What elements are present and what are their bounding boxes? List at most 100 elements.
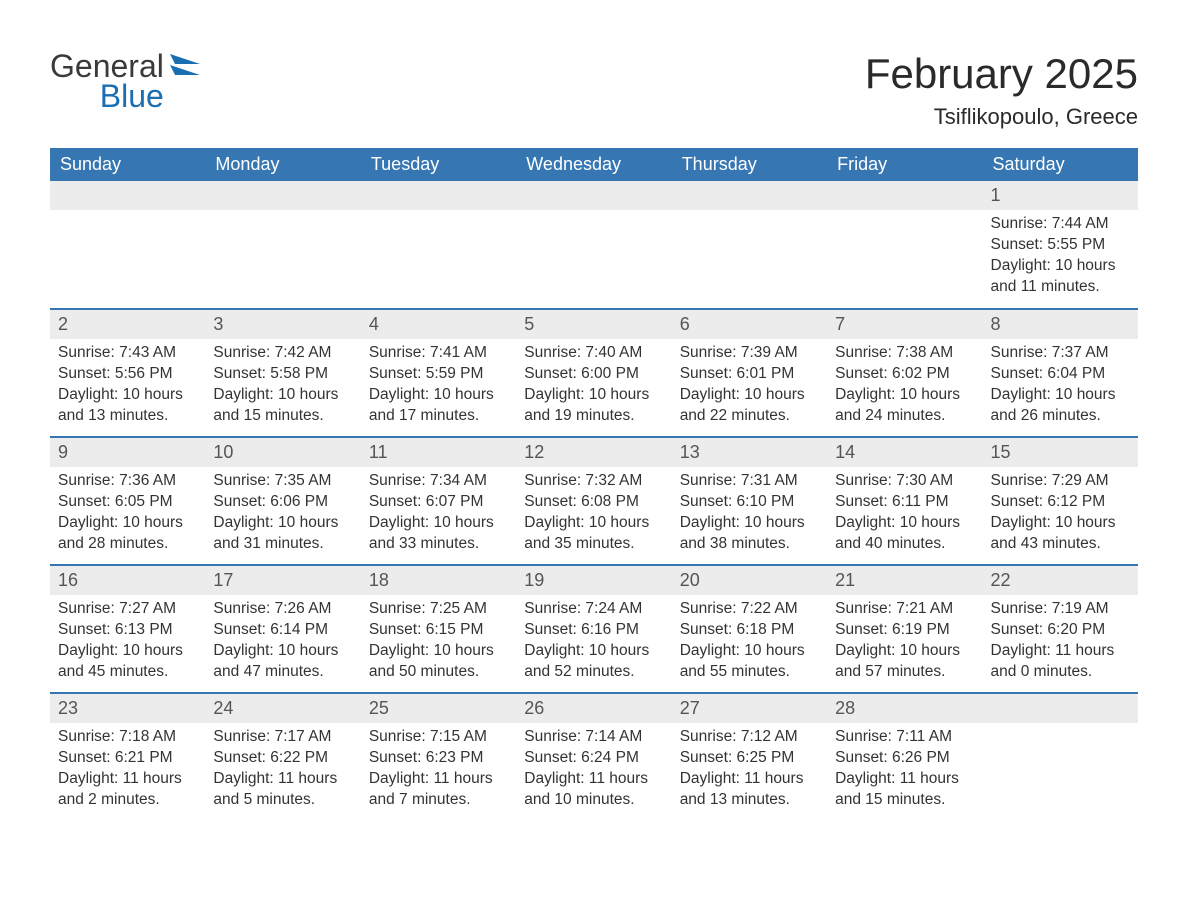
sunrise-line: Sunrise: 7:19 AM (991, 599, 1130, 620)
daylight-line: Daylight: 11 hours and 7 minutes. (369, 769, 508, 811)
day-body: Sunrise: 7:18 AMSunset: 6:21 PMDaylight:… (50, 723, 205, 817)
calendar-cell: 12Sunrise: 7:32 AMSunset: 6:08 PMDayligh… (516, 437, 671, 565)
sunrise-line: Sunrise: 7:21 AM (835, 599, 974, 620)
day-body: Sunrise: 7:42 AMSunset: 5:58 PMDaylight:… (205, 339, 360, 433)
weekday-header: Friday (827, 148, 982, 181)
day-number: 28 (827, 694, 982, 723)
sunrise-line: Sunrise: 7:31 AM (680, 471, 819, 492)
day-number-empty (361, 181, 516, 210)
daylight-line: Daylight: 10 hours and 45 minutes. (58, 641, 197, 683)
title-block: February 2025 Tsiflikopoulo, Greece (865, 50, 1138, 130)
calendar-cell: 10Sunrise: 7:35 AMSunset: 6:06 PMDayligh… (205, 437, 360, 565)
day-number: 25 (361, 694, 516, 723)
sunset-line: Sunset: 5:58 PM (213, 364, 352, 385)
sunset-line: Sunset: 6:13 PM (58, 620, 197, 641)
sunset-line: Sunset: 6:22 PM (213, 748, 352, 769)
daylight-line: Daylight: 11 hours and 15 minutes. (835, 769, 974, 811)
calendar-body: 1Sunrise: 7:44 AMSunset: 5:55 PMDaylight… (50, 181, 1138, 821)
day-number: 11 (361, 438, 516, 467)
sunrise-line: Sunrise: 7:26 AM (213, 599, 352, 620)
sunset-line: Sunset: 6:19 PM (835, 620, 974, 641)
day-body: Sunrise: 7:17 AMSunset: 6:22 PMDaylight:… (205, 723, 360, 817)
day-number: 10 (205, 438, 360, 467)
day-number: 3 (205, 310, 360, 339)
sunset-line: Sunset: 6:07 PM (369, 492, 508, 513)
calendar-cell: 6Sunrise: 7:39 AMSunset: 6:01 PMDaylight… (672, 309, 827, 437)
day-body: Sunrise: 7:31 AMSunset: 6:10 PMDaylight:… (672, 467, 827, 561)
weekday-header: Tuesday (361, 148, 516, 181)
calendar-cell: 26Sunrise: 7:14 AMSunset: 6:24 PMDayligh… (516, 693, 671, 821)
page-title: February 2025 (865, 50, 1138, 98)
sunset-line: Sunset: 6:16 PM (524, 620, 663, 641)
day-number: 22 (983, 566, 1138, 595)
calendar-cell: 23Sunrise: 7:18 AMSunset: 6:21 PMDayligh… (50, 693, 205, 821)
calendar-cell: 25Sunrise: 7:15 AMSunset: 6:23 PMDayligh… (361, 693, 516, 821)
daylight-line: Daylight: 11 hours and 0 minutes. (991, 641, 1130, 683)
sunrise-line: Sunrise: 7:38 AM (835, 343, 974, 364)
sunset-line: Sunset: 6:25 PM (680, 748, 819, 769)
sunrise-line: Sunrise: 7:34 AM (369, 471, 508, 492)
day-number: 9 (50, 438, 205, 467)
sunset-line: Sunset: 5:55 PM (991, 235, 1130, 256)
daylight-line: Daylight: 10 hours and 24 minutes. (835, 385, 974, 427)
calendar-cell (516, 181, 671, 309)
sunset-line: Sunset: 5:56 PM (58, 364, 197, 385)
day-body: Sunrise: 7:24 AMSunset: 6:16 PMDaylight:… (516, 595, 671, 689)
calendar-cell: 27Sunrise: 7:12 AMSunset: 6:25 PMDayligh… (672, 693, 827, 821)
sunrise-line: Sunrise: 7:22 AM (680, 599, 819, 620)
day-number: 6 (672, 310, 827, 339)
day-body: Sunrise: 7:14 AMSunset: 6:24 PMDaylight:… (516, 723, 671, 817)
calendar-cell: 8Sunrise: 7:37 AMSunset: 6:04 PMDaylight… (983, 309, 1138, 437)
day-number-empty (672, 181, 827, 210)
day-number: 4 (361, 310, 516, 339)
sunset-line: Sunset: 6:12 PM (991, 492, 1130, 513)
weekday-header: Sunday (50, 148, 205, 181)
daylight-line: Daylight: 10 hours and 22 minutes. (680, 385, 819, 427)
calendar-cell: 4Sunrise: 7:41 AMSunset: 5:59 PMDaylight… (361, 309, 516, 437)
calendar-cell: 28Sunrise: 7:11 AMSunset: 6:26 PMDayligh… (827, 693, 982, 821)
weekday-header-row: Sunday Monday Tuesday Wednesday Thursday… (50, 148, 1138, 181)
day-number: 20 (672, 566, 827, 595)
day-body: Sunrise: 7:22 AMSunset: 6:18 PMDaylight:… (672, 595, 827, 689)
sunset-line: Sunset: 6:18 PM (680, 620, 819, 641)
daylight-line: Daylight: 10 hours and 31 minutes. (213, 513, 352, 555)
calendar-cell: 7Sunrise: 7:38 AMSunset: 6:02 PMDaylight… (827, 309, 982, 437)
sunrise-line: Sunrise: 7:29 AM (991, 471, 1130, 492)
day-number-empty (50, 181, 205, 210)
sunset-line: Sunset: 6:04 PM (991, 364, 1130, 385)
daylight-line: Daylight: 10 hours and 19 minutes. (524, 385, 663, 427)
logo-line2: Blue (50, 80, 164, 112)
day-body: Sunrise: 7:34 AMSunset: 6:07 PMDaylight:… (361, 467, 516, 561)
day-body: Sunrise: 7:12 AMSunset: 6:25 PMDaylight:… (672, 723, 827, 817)
sunset-line: Sunset: 5:59 PM (369, 364, 508, 385)
calendar-cell: 17Sunrise: 7:26 AMSunset: 6:14 PMDayligh… (205, 565, 360, 693)
sunrise-line: Sunrise: 7:41 AM (369, 343, 508, 364)
sunrise-line: Sunrise: 7:12 AM (680, 727, 819, 748)
calendar-cell (205, 181, 360, 309)
day-body: Sunrise: 7:43 AMSunset: 5:56 PMDaylight:… (50, 339, 205, 433)
calendar-cell (827, 181, 982, 309)
sunset-line: Sunset: 6:08 PM (524, 492, 663, 513)
sunrise-line: Sunrise: 7:35 AM (213, 471, 352, 492)
daylight-line: Daylight: 11 hours and 10 minutes. (524, 769, 663, 811)
logo-text: General Blue (50, 50, 164, 112)
day-number: 16 (50, 566, 205, 595)
sunset-line: Sunset: 6:24 PM (524, 748, 663, 769)
day-number: 17 (205, 566, 360, 595)
day-number-empty (983, 694, 1138, 723)
day-body: Sunrise: 7:15 AMSunset: 6:23 PMDaylight:… (361, 723, 516, 817)
sunset-line: Sunset: 6:01 PM (680, 364, 819, 385)
page: General Blue February 2025 Tsiflikopoulo… (0, 0, 1188, 861)
sunrise-line: Sunrise: 7:18 AM (58, 727, 197, 748)
daylight-line: Daylight: 10 hours and 52 minutes. (524, 641, 663, 683)
daylight-line: Daylight: 10 hours and 43 minutes. (991, 513, 1130, 555)
day-number: 19 (516, 566, 671, 595)
sunset-line: Sunset: 6:15 PM (369, 620, 508, 641)
calendar-table: Sunday Monday Tuesday Wednesday Thursday… (50, 148, 1138, 821)
sunset-line: Sunset: 6:05 PM (58, 492, 197, 513)
calendar-cell: 1Sunrise: 7:44 AMSunset: 5:55 PMDaylight… (983, 181, 1138, 309)
sunrise-line: Sunrise: 7:30 AM (835, 471, 974, 492)
calendar-cell: 2Sunrise: 7:43 AMSunset: 5:56 PMDaylight… (50, 309, 205, 437)
sunrise-line: Sunrise: 7:43 AM (58, 343, 197, 364)
calendar-cell (983, 693, 1138, 821)
